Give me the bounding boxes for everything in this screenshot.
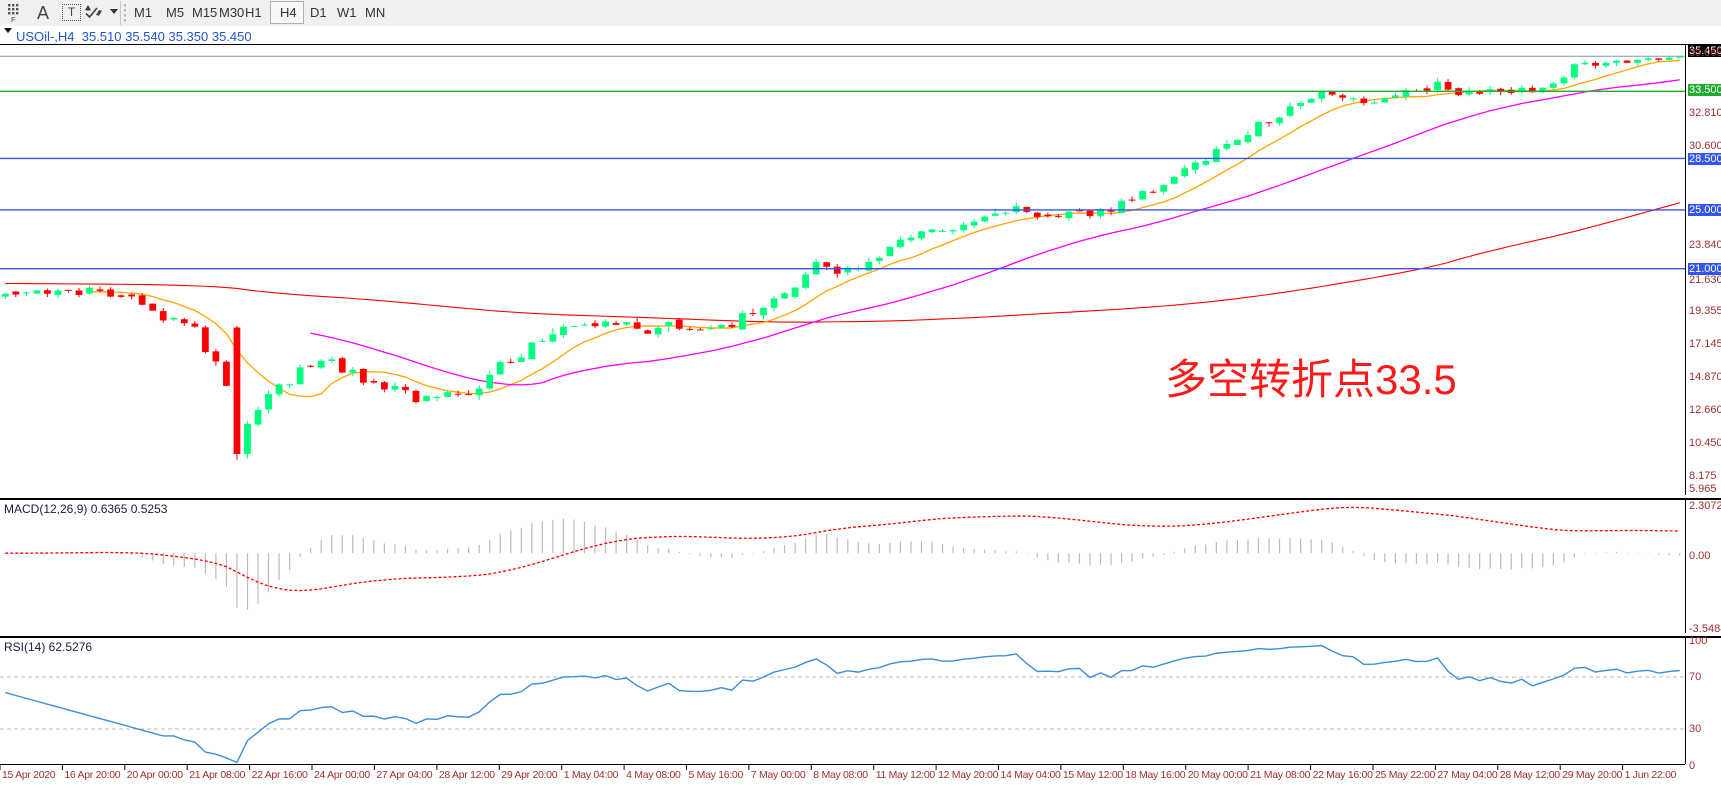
svg-text:F: F <box>11 15 16 23</box>
svg-text:多空转折点33.5: 多空转折点33.5 <box>1165 356 1457 403</box>
